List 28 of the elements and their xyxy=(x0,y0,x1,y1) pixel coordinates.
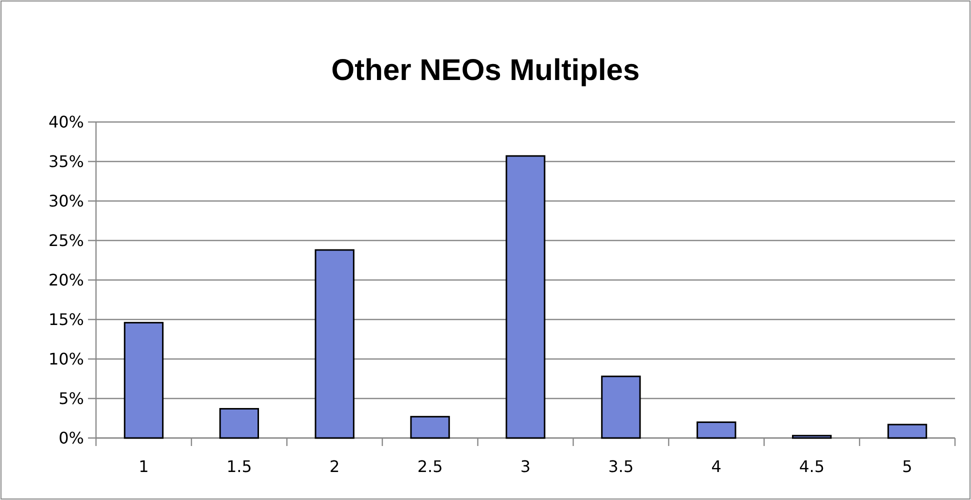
bar xyxy=(696,421,736,439)
bar xyxy=(792,434,832,439)
x-tick-label: 4 xyxy=(711,457,722,476)
chart-title: Other NEOs Multiples xyxy=(331,54,640,87)
bar xyxy=(506,155,546,439)
y-tick-label: 0% xyxy=(58,428,84,448)
y-tick-label: 25% xyxy=(48,231,84,250)
x-tick-label: 1.5 xyxy=(226,457,252,476)
y-tick-label: 35% xyxy=(48,152,84,172)
bar xyxy=(410,416,450,439)
x-tick-label: 2 xyxy=(330,457,340,476)
x-tick-label: 3.5 xyxy=(608,457,634,476)
x-tick-label: 3 xyxy=(520,457,531,476)
bar xyxy=(314,249,354,439)
x-tick-label: 2.5 xyxy=(417,457,443,476)
bar xyxy=(124,322,164,439)
y-tick-label: 30% xyxy=(48,192,84,211)
y-tick-label: 15% xyxy=(48,310,84,330)
bar xyxy=(887,424,928,439)
bar xyxy=(601,376,641,439)
x-tick-label: 5 xyxy=(902,457,912,476)
y-tick-label: 20% xyxy=(48,270,84,290)
y-tick-label: 10% xyxy=(48,350,84,369)
x-tick-label: 4.5 xyxy=(799,457,825,476)
x-tick-label: 1 xyxy=(138,457,149,476)
y-tick-label: 40% xyxy=(48,112,84,132)
bar xyxy=(219,408,260,439)
y-tick-label: 5% xyxy=(58,389,84,408)
